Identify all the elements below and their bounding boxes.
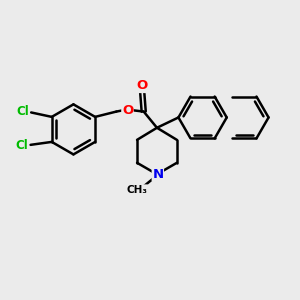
- Text: O: O: [136, 80, 148, 92]
- Text: N: N: [152, 168, 164, 181]
- Text: Cl: Cl: [16, 105, 29, 119]
- Text: O: O: [122, 103, 133, 117]
- Text: Cl: Cl: [15, 139, 28, 152]
- Text: CH₃: CH₃: [126, 185, 147, 195]
